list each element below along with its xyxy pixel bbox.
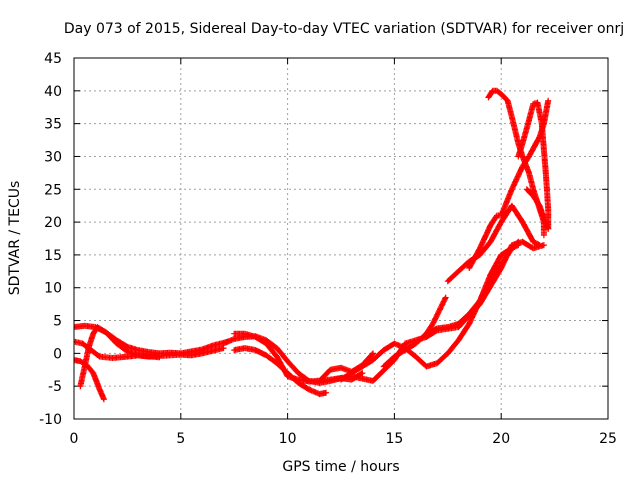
x-tick-label: 10 — [279, 431, 297, 447]
series-arc11 — [423, 294, 449, 337]
y-tick-label: 10 — [44, 281, 62, 297]
x-tick-label: 25 — [599, 431, 617, 447]
y-tick-label: -5 — [48, 379, 62, 395]
x-tick-label: 0 — [70, 431, 79, 447]
x-tick-label: 15 — [385, 431, 403, 447]
x-tick-label: 20 — [492, 431, 510, 447]
y-tick-label: 5 — [53, 314, 62, 330]
plot-border — [73, 57, 609, 420]
series-markers — [466, 97, 552, 271]
series-markers — [515, 99, 552, 232]
y-tick-label: -10 — [39, 412, 62, 428]
x-tick-label: 5 — [176, 431, 185, 447]
y-tick-label: 15 — [44, 248, 62, 264]
y-tick-label: 35 — [44, 117, 62, 133]
series-arc13 — [466, 97, 552, 271]
series-arc4 — [77, 324, 163, 390]
y-tick-label: 30 — [44, 149, 62, 165]
y-tick-label: 25 — [44, 182, 62, 198]
series-markers — [423, 294, 449, 337]
chart-title: Day 073 of 2015, Sidereal Day-to-day VTE… — [64, 21, 624, 37]
series-arc10 — [380, 242, 522, 370]
series-arc16 — [523, 186, 552, 232]
tick-labels: 0 5 10 15 20 25 -10 -5 0 5 10 15 20 25 30 35 40 45 — [39, 51, 617, 447]
y-axis-label: SDTVAR / TECUs — [7, 181, 23, 296]
series-arc15 — [515, 99, 552, 232]
y-tick-label: 20 — [44, 215, 62, 231]
data-series — [74, 87, 552, 403]
grid-lines — [74, 58, 608, 419]
series-markers — [523, 186, 552, 232]
series-markers — [380, 242, 522, 370]
x-axis-label: GPS time / hours — [282, 459, 399, 475]
y-tick-label: 40 — [44, 84, 62, 100]
y-tick-label: 0 — [53, 346, 62, 362]
series-markers — [77, 324, 163, 390]
y-tick-label: 45 — [44, 51, 62, 67]
